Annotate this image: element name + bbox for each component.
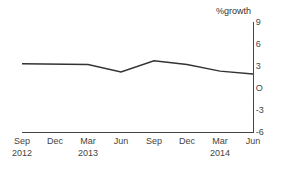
svg-text:Jun: Jun: [246, 136, 261, 146]
svg-text:6: 6: [256, 39, 261, 49]
svg-text:Jun: Jun: [114, 136, 129, 146]
svg-text:-3: -3: [256, 105, 264, 115]
svg-text:Dec: Dec: [179, 136, 196, 146]
svg-text:Mar2013: Mar2013: [78, 136, 98, 158]
svg-text:3: 3: [256, 61, 261, 71]
svg-text:-6: -6: [256, 127, 264, 137]
svg-text:%growth: %growth: [216, 6, 251, 16]
svg-text:Dec: Dec: [47, 136, 64, 146]
svg-text:Sep2012: Sep2012: [12, 136, 32, 158]
svg-text:9: 9: [256, 17, 261, 27]
svg-text:Sep: Sep: [146, 136, 162, 146]
svg-text:O: O: [256, 83, 263, 93]
svg-text:Mar2014: Mar2014: [210, 136, 230, 158]
